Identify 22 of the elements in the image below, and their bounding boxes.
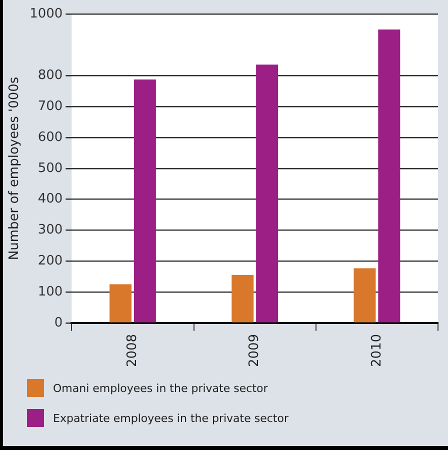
bar [354, 268, 376, 322]
y-tick-label: 700 [38, 99, 63, 114]
x-tick-label: 2010 [369, 334, 384, 368]
x-tick-label: 2008 [125, 334, 140, 368]
bar [232, 275, 254, 322]
y-axis-title: Number of employees '000s [7, 76, 22, 260]
y-tick-label: 500 [38, 160, 63, 176]
x-tick-label: 2009 [247, 334, 262, 368]
bar [378, 29, 400, 322]
y-tick-label: 600 [38, 130, 63, 145]
bar [134, 79, 156, 322]
y-tick-label: 1000 [30, 6, 63, 22]
legend-label: Expatriate employees in the private sector [53, 412, 288, 424]
legend-label: Omani employees in the private sector [53, 382, 268, 394]
y-tick-label: 400 [38, 192, 63, 207]
y-tick-label: 200 [38, 254, 63, 269]
y-tick-label: 100 [38, 284, 63, 300]
y-tick-label: 0 [54, 315, 63, 330]
y-tick-label: 800 [38, 68, 63, 84]
y-tick-label: 300 [38, 222, 63, 238]
bar [110, 284, 132, 322]
bar [256, 64, 278, 322]
